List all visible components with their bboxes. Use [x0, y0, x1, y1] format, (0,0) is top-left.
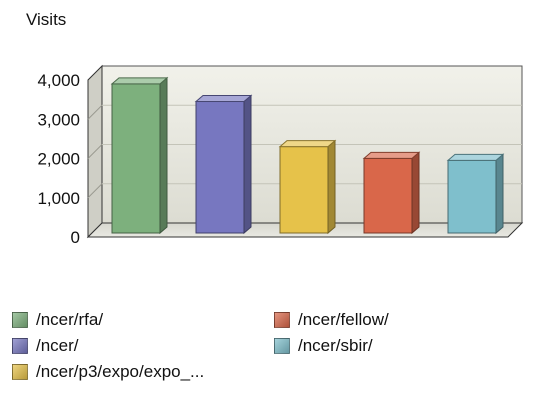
bar-front	[363, 157, 413, 234]
legend: /ncer/rfa/ /ncer/ /ncer/p3/expo/expo_... /n…	[12, 310, 532, 390]
gridline-side	[87, 183, 103, 199]
gridline-side	[87, 144, 103, 159]
legend-item: /ncer/sbir/	[274, 336, 373, 356]
bar	[278, 139, 337, 235]
bar-side	[495, 153, 504, 235]
bar-top	[278, 140, 337, 148]
bar-top	[362, 151, 421, 159]
bar-front	[195, 101, 245, 234]
legend-label: /ncer/fellow/	[298, 310, 389, 329]
bar-side	[411, 151, 420, 235]
y-axis: 0 1,000 2,000 3,000 4,000	[37, 71, 80, 247]
bar	[446, 153, 505, 235]
legend-label: /ncer/sbir/	[298, 336, 373, 355]
bar-side	[327, 139, 336, 235]
bar-front	[447, 159, 497, 234]
y-tick-label: 3,000	[37, 110, 80, 129]
legend-swatch	[12, 338, 28, 354]
legend-item: /ncer/	[12, 336, 79, 356]
bar-top	[110, 77, 169, 85]
bar	[110, 76, 169, 235]
y-tick-label: 2,000	[37, 150, 80, 169]
legend-item: /ncer/p3/expo/expo_...	[12, 362, 204, 382]
legend-label: /ncer/rfa/	[36, 310, 104, 329]
bar-side	[159, 76, 168, 235]
bar-top	[194, 95, 253, 103]
bar-top	[446, 153, 505, 161]
bars	[110, 76, 505, 235]
legend-item: /ncer/rfa/	[12, 310, 103, 330]
y-tick-label: 0	[71, 228, 80, 247]
legend-swatch	[274, 338, 290, 354]
bar-front	[111, 83, 161, 234]
gridline-side	[87, 104, 103, 120]
legend-swatch	[12, 312, 28, 328]
y-tick-label: 4,000	[37, 71, 80, 90]
chart-title: Visits	[26, 10, 67, 29]
y-tick-label: 1,000	[37, 189, 80, 208]
legend-label: /ncer/	[36, 336, 79, 355]
bar-front	[279, 146, 329, 234]
bar	[194, 94, 253, 235]
legend-item: /ncer/fellow/	[274, 310, 389, 330]
legend-swatch	[274, 312, 290, 328]
legend-swatch	[12, 364, 28, 380]
bar	[362, 151, 421, 235]
bar-side	[243, 94, 252, 235]
legend-label: /ncer/p3/expo/expo_...	[36, 362, 205, 381]
